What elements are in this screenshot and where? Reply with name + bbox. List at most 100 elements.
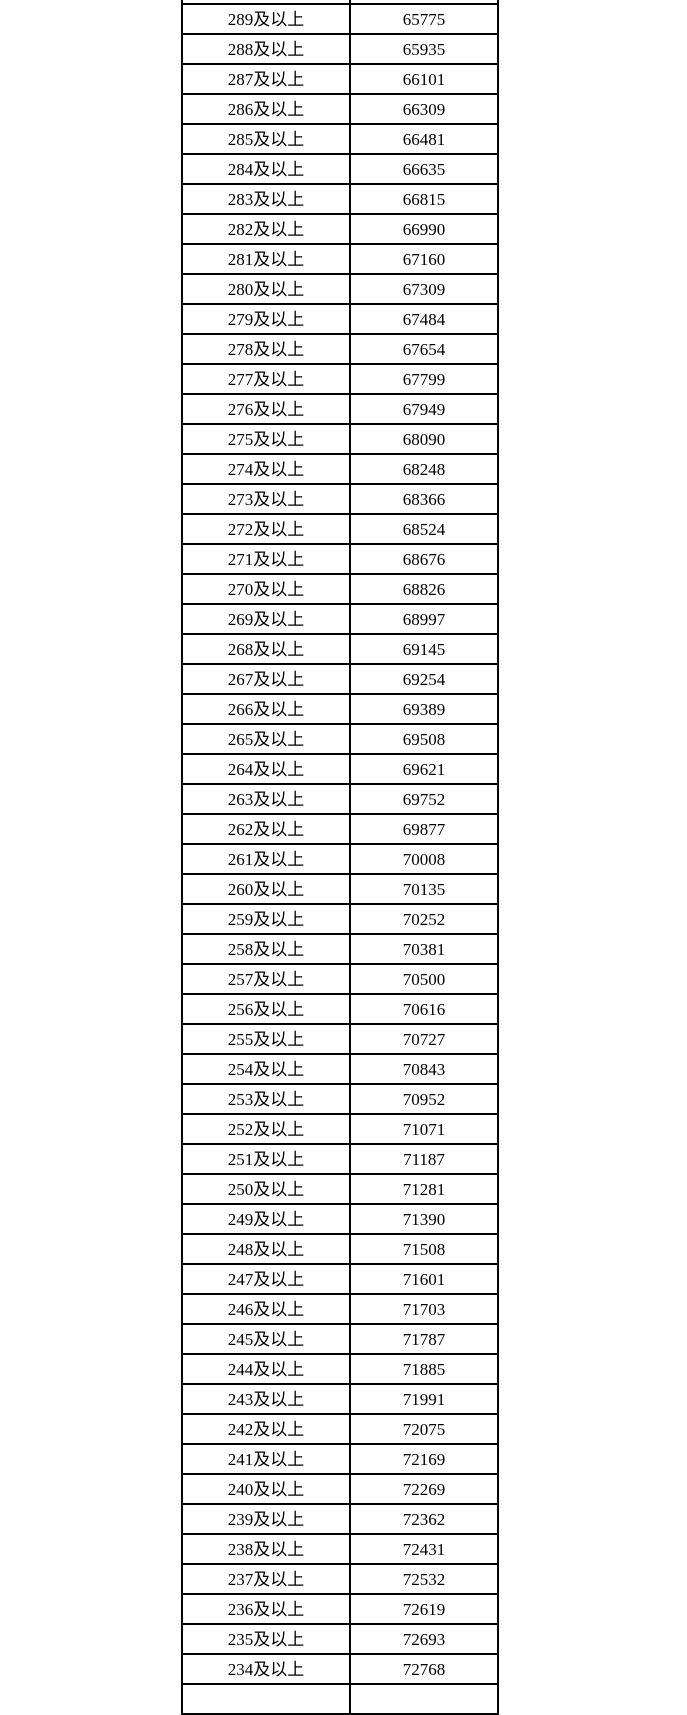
table-row: 271及以上 68676 [181,543,499,575]
table-row: 283及以上 66815 [181,183,499,215]
score-cell: 282及以上 [181,213,351,245]
count-cell: 68676 [349,543,499,575]
score-cell: 280及以上 [181,273,351,305]
score-cell: 275及以上 [181,423,351,455]
count-cell: 66990 [349,213,499,245]
count-cell: 67949 [349,393,499,425]
score-cell [181,1683,351,1715]
count-cell: 72269 [349,1473,499,1505]
count-cell: 71787 [349,1323,499,1355]
count-cell: 70500 [349,963,499,995]
score-cell: 236及以上 [181,1593,351,1625]
score-cell: 267及以上 [181,663,351,695]
table-row: 254及以上 70843 [181,1053,499,1085]
count-cell: 69254 [349,663,499,695]
count-cell: 69877 [349,813,499,845]
table-row: 258及以上 70381 [181,933,499,965]
table-row: 275及以上 68090 [181,423,499,455]
table-row: 244及以上 71885 [181,1353,499,1385]
count-cell: 69145 [349,633,499,665]
table-row: 280及以上 67309 [181,273,499,305]
table-row: 245及以上 71787 [181,1323,499,1355]
count-cell: 71071 [349,1113,499,1145]
table-row: 268及以上 69145 [181,633,499,665]
count-cell: 69389 [349,693,499,725]
count-cell: 69621 [349,753,499,785]
count-cell: 67484 [349,303,499,335]
score-cell: 277及以上 [181,363,351,395]
count-cell: 71991 [349,1383,499,1415]
score-cell: 246及以上 [181,1293,351,1325]
table-row: 253及以上 70952 [181,1083,499,1115]
count-cell: 70252 [349,903,499,935]
count-cell: 66481 [349,123,499,155]
count-cell: 70616 [349,993,499,1025]
score-cell: 253及以上 [181,1083,351,1115]
table-row: 279及以上 67484 [181,303,499,335]
count-cell: 72532 [349,1563,499,1595]
table-row: 277及以上 67799 [181,363,499,395]
count-cell: 68826 [349,573,499,605]
score-cell: 286及以上 [181,93,351,125]
table-row: 285及以上 66481 [181,123,499,155]
count-cell: 71508 [349,1233,499,1265]
count-cell: 66309 [349,93,499,125]
score-cell: 285及以上 [181,123,351,155]
table-row: 234及以上 72768 [181,1653,499,1685]
count-cell: 70952 [349,1083,499,1115]
table-row: 240及以上 72269 [181,1473,499,1505]
score-table-rows: 289及以上 65775 288及以上 65935 287及以上 66101 286及以上 6… [181,0,499,1715]
score-cell: 250及以上 [181,1173,351,1205]
score-cell: 287及以上 [181,63,351,95]
count-cell: 70381 [349,933,499,965]
score-cell: 257及以上 [181,963,351,995]
score-cell: 252及以上 [181,1113,351,1145]
score-cell: 266及以上 [181,693,351,725]
table-row: 251及以上 71187 [181,1143,499,1175]
partial-row-bottom [181,1683,499,1715]
count-cell: 72768 [349,1653,499,1685]
count-cell: 70727 [349,1023,499,1055]
count-cell: 71601 [349,1263,499,1295]
score-cell: 270及以上 [181,573,351,605]
score-cell [181,0,351,5]
count-cell: 71703 [349,1293,499,1325]
score-cell: 256及以上 [181,993,351,1025]
count-cell: 67654 [349,333,499,365]
table-row: 235及以上 72693 [181,1623,499,1655]
table-row: 242及以上 72075 [181,1413,499,1445]
table-row: 266及以上 69389 [181,693,499,725]
count-cell: 65775 [349,3,499,35]
count-cell: 69508 [349,723,499,755]
score-cell: 238及以上 [181,1533,351,1565]
score-cell: 263及以上 [181,783,351,815]
score-cell: 251及以上 [181,1143,351,1175]
count-cell: 68524 [349,513,499,545]
score-cell: 278及以上 [181,333,351,365]
partial-row-top [181,0,499,5]
table-row: 243及以上 71991 [181,1383,499,1415]
count-cell: 71390 [349,1203,499,1235]
table-row: 284及以上 66635 [181,153,499,185]
table-row: 248及以上 71508 [181,1233,499,1265]
table-row: 259及以上 70252 [181,903,499,935]
table-row: 273及以上 68366 [181,483,499,515]
count-cell: 67799 [349,363,499,395]
score-table-container: 289及以上 65775 288及以上 65935 287及以上 66101 286及以上 6… [181,0,499,1715]
count-cell: 72693 [349,1623,499,1655]
table-row: 238及以上 72431 [181,1533,499,1565]
score-cell: 244及以上 [181,1353,351,1385]
score-cell: 289及以上 [181,3,351,35]
score-cell: 237及以上 [181,1563,351,1595]
score-cell: 279及以上 [181,303,351,335]
table-row: 287及以上 66101 [181,63,499,95]
count-cell: 68366 [349,483,499,515]
score-cell: 249及以上 [181,1203,351,1235]
count-cell: 71885 [349,1353,499,1385]
table-row: 237及以上 72532 [181,1563,499,1595]
table-row: 267及以上 69254 [181,663,499,695]
score-cell: 260及以上 [181,873,351,905]
count-cell: 66635 [349,153,499,185]
count-cell: 71187 [349,1143,499,1175]
score-cell: 268及以上 [181,633,351,665]
